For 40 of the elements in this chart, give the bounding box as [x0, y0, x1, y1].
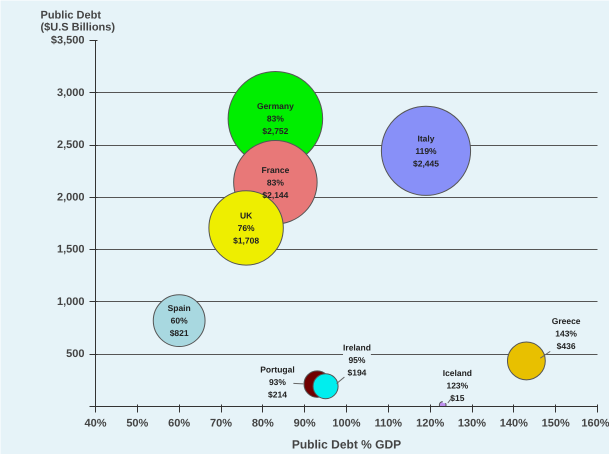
x-tick-label: 60%: [168, 418, 190, 430]
data-label: 60% $821: [170, 316, 189, 338]
y-tick-label: 1,000: [56, 296, 85, 308]
data-label: 76% $1,708: [233, 222, 260, 246]
x-tick-label: 130%: [458, 418, 486, 430]
data-label: 123% $15: [446, 380, 469, 404]
x-axis-title: Public Debt % GDP: [292, 438, 402, 452]
x-tick-label: 100%: [332, 418, 361, 430]
x-tick-label: 120%: [416, 418, 444, 430]
x-tick-label: 90%: [294, 418, 316, 430]
data-label: 93% $214: [268, 377, 288, 400]
series-label: Portugal: [260, 364, 295, 375]
data-label: 83% $2,144: [262, 177, 289, 200]
x-tick-label: 150%: [542, 418, 570, 430]
x-tick-label: 110%: [374, 418, 402, 430]
y-axis-title: Public Debt ($U.S Billions): [40, 10, 116, 34]
y-tick-label: 2,500: [56, 139, 85, 152]
series-label: Germany: [256, 101, 294, 112]
y-tick-label: 1,500: [56, 244, 85, 256]
series-label: Italy: [417, 133, 435, 144]
series-label: UK: [240, 210, 254, 220]
data-label: 95% $194: [348, 355, 367, 378]
text: Ireland: [343, 342, 371, 353]
data-label: 143% $436: [555, 328, 578, 352]
series-label: France: [261, 164, 290, 175]
data-label: 83% $2,752: [262, 114, 289, 136]
text: Iceland: [442, 368, 472, 378]
x-tick-label: 40%: [84, 418, 107, 430]
x-tick-label: 160%: [581, 418, 609, 430]
x-tick-label: 50%: [126, 418, 149, 430]
x-tick-label: 140%: [500, 418, 528, 430]
y-tick-label: 3,000: [56, 86, 85, 99]
text: Greece: [552, 316, 581, 326]
y-tick-label: 500: [66, 348, 85, 360]
x-tick-label: 80%: [252, 418, 274, 430]
series-label: Spain: [168, 303, 191, 314]
x-tick-label: 70%: [210, 418, 232, 430]
data-label: 119% $2,445: [412, 146, 440, 168]
y-tick-label: 2,000: [56, 191, 85, 204]
y-tick-label: $3,500: [50, 34, 85, 46]
